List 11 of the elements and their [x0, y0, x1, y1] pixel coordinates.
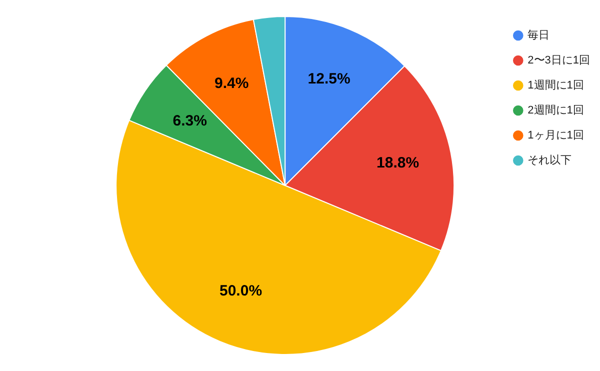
data-label: 9.4% — [214, 74, 249, 92]
data-label: 12.5% — [308, 70, 350, 88]
legend-label: 1ヶ月に1回 — [528, 130, 584, 142]
legend-label: 2週間に1回 — [528, 104, 584, 117]
legend-label: 2〜3日に1回 — [528, 54, 590, 67]
legend-label: 毎日 — [528, 30, 550, 42]
data-label: 6.3% — [172, 112, 207, 130]
legend-label: それ以下 — [528, 154, 572, 167]
data-label: 50.0% — [219, 282, 262, 300]
data-label: 18.8% — [376, 154, 420, 172]
legend-label: 1週間に1回 — [528, 80, 584, 92]
